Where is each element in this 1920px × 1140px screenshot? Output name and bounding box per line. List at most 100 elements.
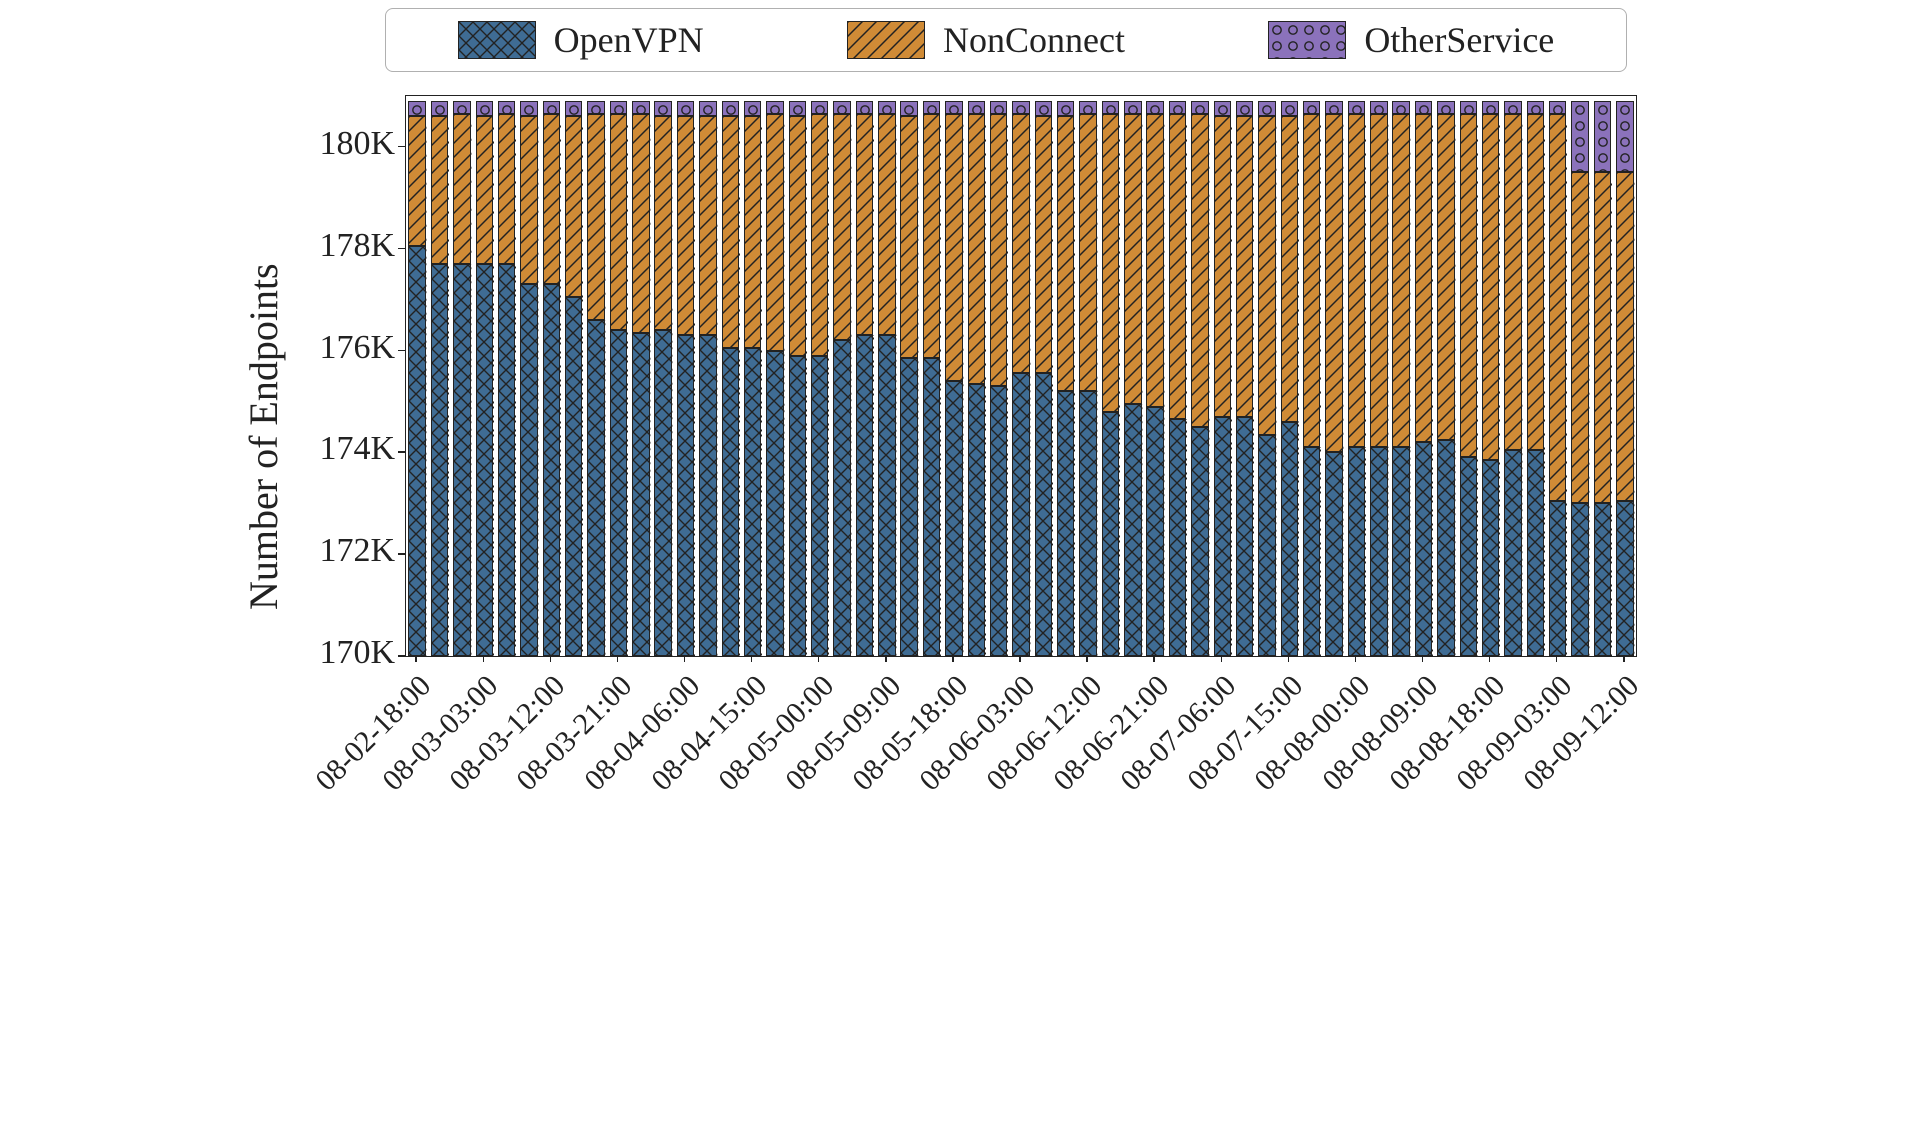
bars-layer — [406, 96, 1636, 656]
bar-segment — [498, 264, 515, 656]
x-tick-mark — [1288, 655, 1290, 662]
bar-segment — [1325, 101, 1342, 114]
bar-segment — [1057, 391, 1074, 656]
bar-segment — [1258, 435, 1275, 656]
chart-container: OpenVPN NonConnect OtherService Number of … — [200, 0, 1720, 910]
bar-segment — [945, 101, 962, 114]
bar-segment — [1549, 501, 1566, 656]
bar-segment — [1370, 101, 1387, 114]
bar-segment — [1102, 114, 1119, 412]
bar-segment — [654, 101, 671, 116]
bar-segment — [408, 246, 425, 656]
legend-swatch — [1268, 21, 1346, 59]
bar-segment — [766, 351, 783, 656]
bar-segment — [587, 101, 604, 114]
bar-segment — [453, 264, 470, 656]
x-tick-mark — [952, 655, 954, 662]
x-tick-mark — [1355, 655, 1357, 662]
bar-segment — [900, 116, 917, 358]
bar-segment — [1616, 172, 1633, 500]
bar-segment — [1616, 101, 1633, 172]
bar-segment — [565, 116, 582, 297]
bar-segment — [1415, 114, 1432, 442]
bar-segment — [833, 101, 850, 114]
x-tick-mark — [415, 655, 417, 662]
bar-segment — [565, 297, 582, 656]
bar-segment — [1258, 116, 1275, 434]
bar-segment — [990, 386, 1007, 656]
bar-segment — [1012, 114, 1029, 374]
legend-item: OtherService — [1268, 19, 1554, 61]
bar-segment — [1527, 101, 1544, 114]
bar-segment — [587, 320, 604, 656]
bar-segment — [968, 114, 985, 384]
bar-segment — [1594, 172, 1611, 503]
plot-area — [405, 95, 1637, 657]
bar-segment — [1437, 114, 1454, 440]
bar-segment — [1146, 114, 1163, 407]
x-tick-mark — [818, 655, 820, 662]
bar-segment — [1303, 114, 1320, 447]
bar-segment — [1035, 116, 1052, 373]
bar-segment — [856, 101, 873, 114]
x-tick-mark — [483, 655, 485, 662]
legend-item: NonConnect — [847, 19, 1125, 61]
bar-segment — [789, 116, 806, 355]
x-tick-label: 08-08-09:00 — [1421, 669, 1445, 693]
x-tick-mark — [1556, 655, 1558, 662]
bar-segment — [520, 284, 537, 656]
bar-segment — [1482, 114, 1499, 460]
x-tick-label: 08-03-12:00 — [548, 669, 572, 693]
bar-segment — [1057, 101, 1074, 116]
bar-segment — [1370, 447, 1387, 656]
y-axis-label: Number of Endpoints — [240, 263, 287, 610]
bar-segment — [1527, 450, 1544, 656]
bar-segment — [900, 101, 917, 116]
bar-segment — [766, 114, 783, 351]
bar-segment — [766, 101, 783, 114]
bar-segment — [811, 114, 828, 356]
bar-segment — [1392, 447, 1409, 656]
bar-segment — [431, 116, 448, 264]
legend-label: OpenVPN — [554, 19, 704, 61]
bar-segment — [1571, 503, 1588, 656]
bar-segment — [1348, 101, 1365, 114]
bar-segment — [1594, 503, 1611, 656]
bar-segment — [1146, 101, 1163, 114]
bar-segment — [1079, 114, 1096, 391]
bar-segment — [923, 358, 940, 656]
bar-segment — [1460, 101, 1477, 114]
x-tick-mark — [1221, 655, 1223, 662]
y-tick-mark — [398, 350, 405, 352]
bar-segment — [1191, 427, 1208, 656]
bar-segment — [945, 381, 962, 656]
bar-segment — [1482, 101, 1499, 114]
bar-segment — [1549, 101, 1566, 114]
bar-segment — [498, 114, 515, 264]
bar-segment — [610, 330, 627, 656]
bar-segment — [476, 264, 493, 656]
bar-segment — [878, 335, 895, 656]
x-tick-mark — [1086, 655, 1088, 662]
bar-segment — [632, 114, 649, 333]
bar-segment — [1460, 114, 1477, 458]
bar-segment — [856, 335, 873, 656]
bar-segment — [565, 101, 582, 116]
bar-segment — [632, 101, 649, 114]
bar-segment — [1169, 419, 1186, 656]
bar-segment — [520, 101, 537, 116]
y-tick-mark — [398, 248, 405, 250]
bar-segment — [1214, 101, 1231, 116]
bar-segment — [699, 101, 716, 116]
bar-segment — [1281, 422, 1298, 656]
legend-swatch — [847, 21, 925, 59]
bar-segment — [1504, 101, 1521, 114]
x-tick-label: 08-02-18:00 — [414, 669, 438, 693]
bar-segment — [811, 356, 828, 656]
y-tick-label: 174K — [285, 430, 395, 468]
bar-segment — [789, 356, 806, 656]
bar-segment — [1236, 101, 1253, 116]
bar-segment — [1571, 172, 1588, 503]
bar-segment — [1079, 101, 1096, 114]
x-tick-label: 08-08-00:00 — [1353, 669, 1377, 693]
